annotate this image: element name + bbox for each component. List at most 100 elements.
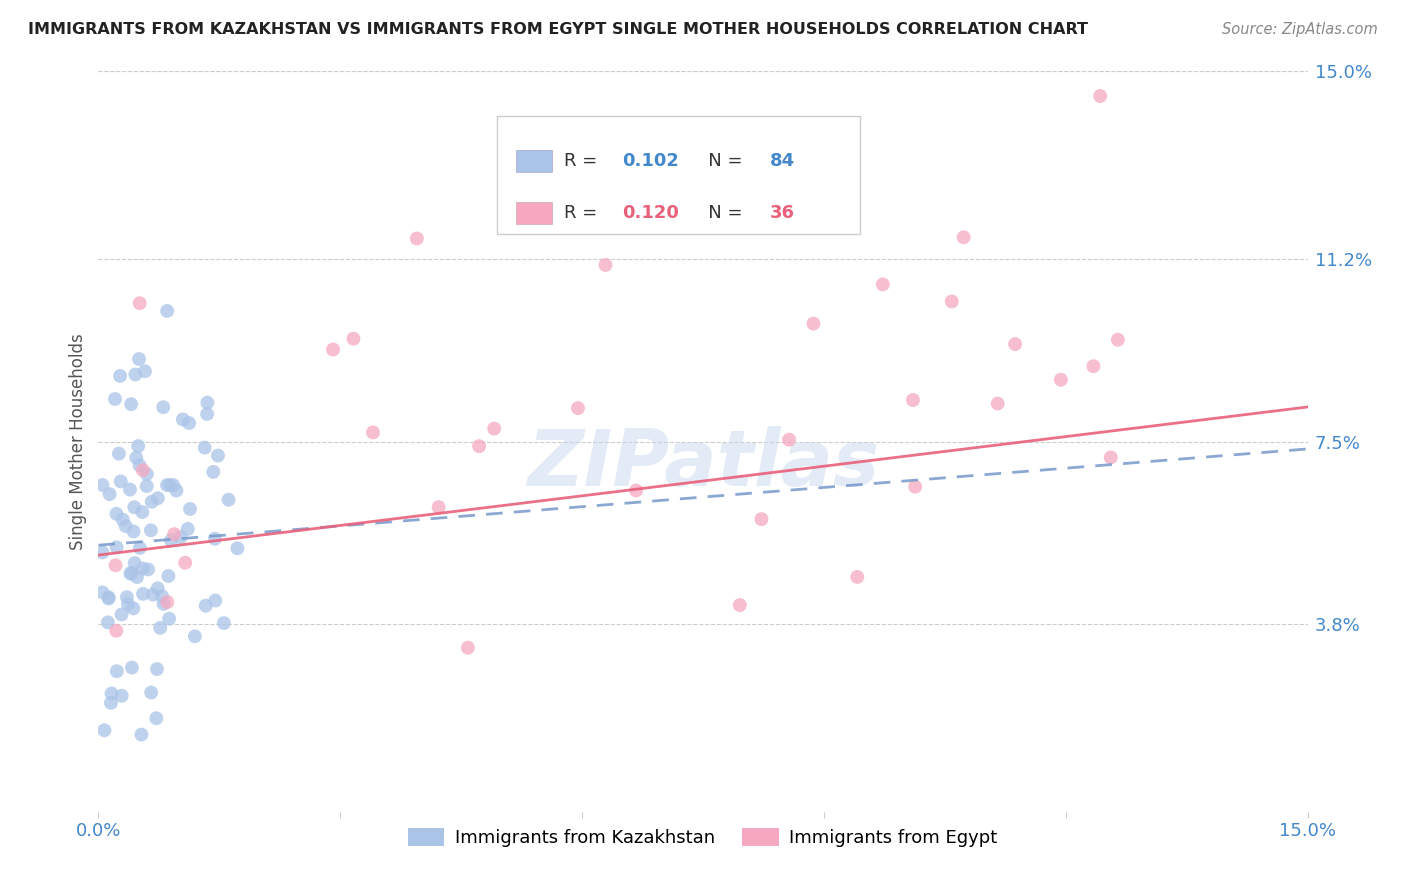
Point: [97, 591, 120, 606]
Point: [195, 395, 218, 409]
Point: [135, 467, 157, 482]
Point: [482, 421, 505, 435]
Point: [468, 439, 491, 453]
Point: [146, 491, 169, 506]
Point: [170, 530, 193, 544]
Point: [427, 500, 450, 514]
Point: [128, 458, 150, 473]
Point: [122, 601, 145, 615]
Point: [172, 412, 194, 426]
Point: [174, 556, 197, 570]
Point: [204, 593, 226, 607]
Point: [157, 569, 180, 583]
Point: [118, 483, 141, 497]
Text: R =: R =: [564, 152, 603, 169]
Point: [91, 585, 114, 599]
Point: [132, 561, 155, 575]
Point: [145, 711, 167, 725]
Point: [108, 447, 131, 461]
Point: [159, 478, 181, 492]
Point: [124, 500, 146, 515]
Point: [115, 590, 138, 604]
Point: [751, 512, 773, 526]
Point: [124, 556, 146, 570]
Point: [91, 545, 114, 559]
Point: [194, 441, 217, 455]
Point: [1099, 450, 1122, 465]
Point: [207, 449, 229, 463]
Point: [120, 566, 142, 581]
Point: [156, 478, 179, 492]
Point: [125, 450, 148, 465]
Point: [762, 216, 785, 230]
Point: [120, 566, 142, 580]
Point: [128, 541, 150, 555]
Point: [108, 368, 131, 383]
Point: [728, 598, 751, 612]
Point: [904, 480, 927, 494]
Point: [110, 475, 132, 489]
Point: [846, 570, 869, 584]
Point: [128, 351, 150, 366]
Point: [163, 527, 186, 541]
Point: [194, 599, 217, 613]
Point: [803, 317, 825, 331]
Y-axis label: Single Mother Households: Single Mother Households: [69, 334, 87, 549]
Point: [177, 416, 200, 430]
Text: N =: N =: [690, 152, 748, 169]
Point: [150, 590, 173, 604]
Point: [184, 629, 207, 643]
Point: [135, 479, 157, 493]
Point: [132, 463, 155, 477]
Point: [1004, 337, 1026, 351]
Point: [141, 495, 163, 509]
Point: [121, 660, 143, 674]
Point: [156, 595, 179, 609]
Point: [111, 689, 134, 703]
Point: [124, 368, 146, 382]
Point: [127, 439, 149, 453]
Point: [104, 392, 127, 406]
Point: [117, 597, 139, 611]
Point: [134, 364, 156, 378]
Point: [342, 332, 364, 346]
Point: [202, 465, 225, 479]
Point: [139, 524, 162, 538]
Point: [152, 597, 174, 611]
Bar: [516, 150, 551, 172]
Text: 84: 84: [769, 152, 794, 169]
Point: [212, 616, 235, 631]
Text: IMMIGRANTS FROM KAZAKHSTAN VS IMMIGRANTS FROM EGYPT SINGLE MOTHER HOUSEHOLDS COR: IMMIGRANTS FROM KAZAKHSTAN VS IMMIGRANTS…: [28, 22, 1088, 37]
Point: [136, 562, 159, 576]
Point: [141, 685, 163, 699]
Point: [105, 507, 128, 521]
Point: [322, 343, 344, 357]
Point: [131, 505, 153, 519]
Text: 0.102: 0.102: [621, 152, 679, 169]
Point: [111, 513, 134, 527]
Point: [165, 483, 187, 498]
Point: [987, 396, 1010, 410]
Point: [114, 519, 136, 533]
Point: [1088, 89, 1111, 103]
Point: [128, 296, 150, 310]
Point: [218, 492, 240, 507]
Point: [162, 478, 184, 492]
Point: [157, 612, 180, 626]
Text: N =: N =: [690, 204, 748, 222]
Point: [131, 728, 153, 742]
Text: Source: ZipAtlas.com: Source: ZipAtlas.com: [1222, 22, 1378, 37]
Point: [98, 487, 121, 501]
Point: [110, 607, 132, 622]
Point: [179, 502, 201, 516]
Point: [941, 294, 963, 309]
Point: [120, 397, 142, 411]
Point: [872, 277, 894, 292]
Point: [142, 588, 165, 602]
Text: R =: R =: [564, 204, 603, 222]
Point: [1107, 333, 1129, 347]
Text: 36: 36: [769, 204, 794, 222]
Point: [1083, 359, 1105, 374]
Point: [104, 558, 127, 573]
Text: 0.120: 0.120: [621, 204, 679, 222]
